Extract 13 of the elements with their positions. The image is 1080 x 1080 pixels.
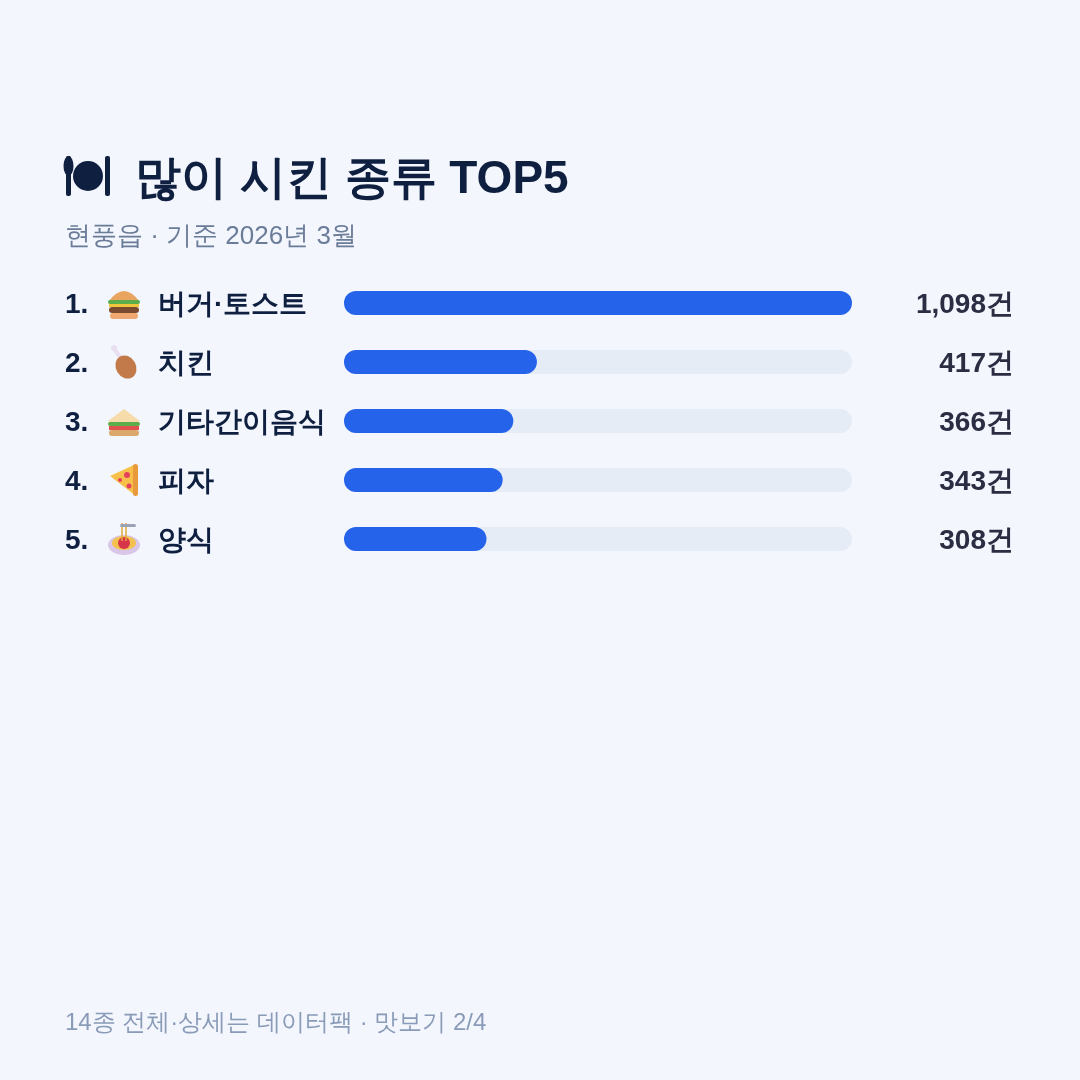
category-label: 3. 기타간이음식 — [65, 406, 326, 437]
chart-subtitle: 현풍읍 · 기준 2026년 3월 — [65, 220, 357, 250]
data-label: 308건 — [939, 524, 1014, 555]
data-label: 417건 — [939, 347, 1014, 378]
category-label: 5. 양식 — [65, 524, 214, 555]
data-label: 343건 — [939, 465, 1014, 496]
category-label: 2. 치킨 — [65, 347, 214, 378]
text: 14종 전체·상세는 데이터팩 · 맛보기 2/4 — [65, 1008, 487, 1035]
category-label: 4. 피자 — [65, 465, 214, 496]
category-label: 1. 버거·토스트 — [65, 288, 308, 319]
data-label: 1,098건 — [915, 288, 1014, 319]
chart-title: 많이 시킨 종류 TOP5 — [135, 151, 569, 203]
data-label: 366건 — [939, 406, 1014, 437]
